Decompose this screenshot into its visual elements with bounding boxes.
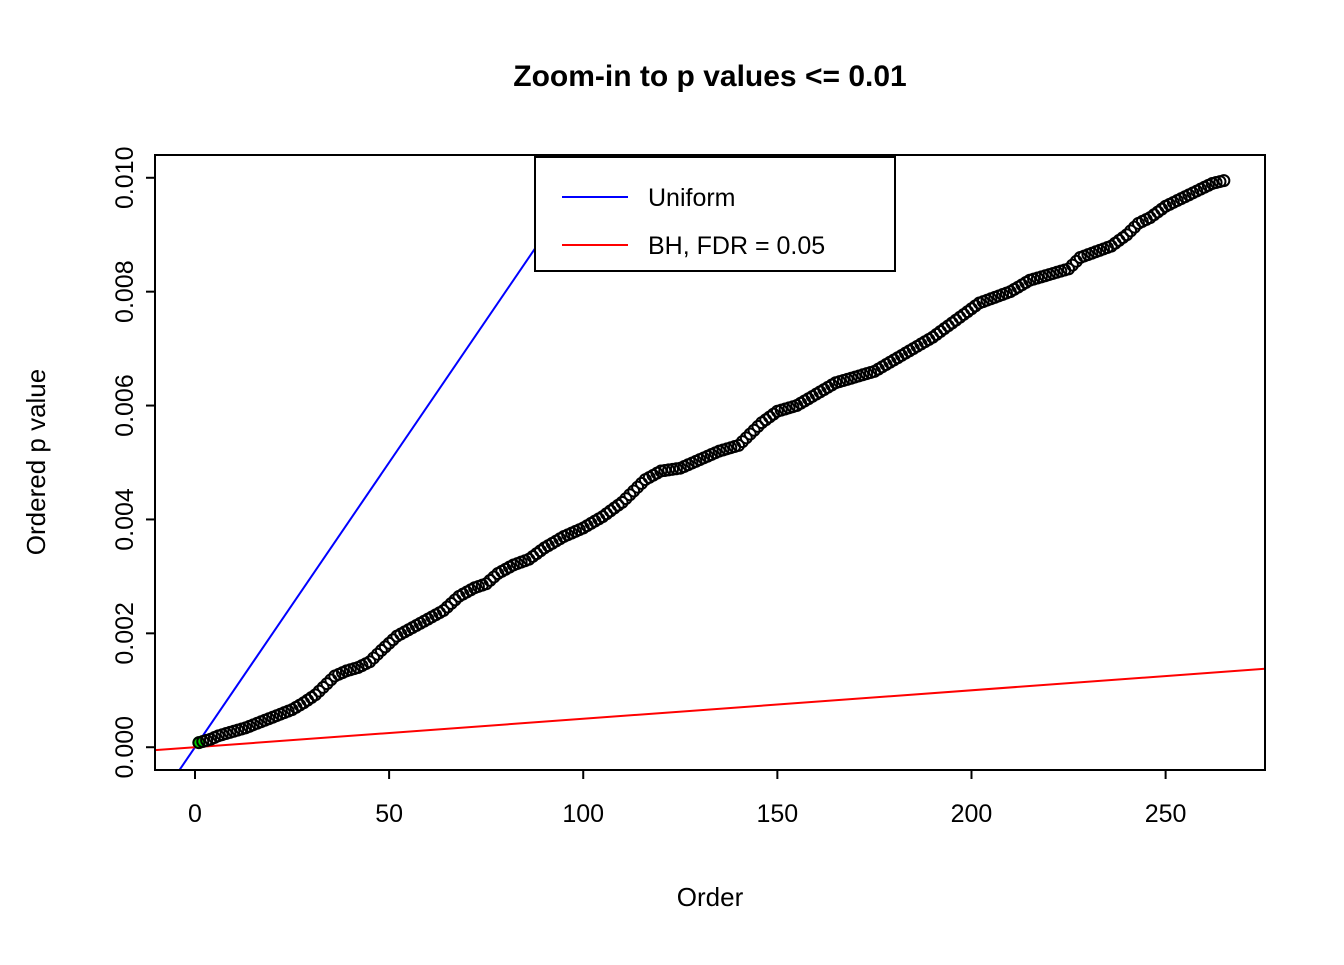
data-point [623,488,637,502]
data-point [735,435,749,449]
data-point [308,688,322,702]
data-point [627,484,641,498]
x-tick-label: 250 [1145,800,1187,828]
x-tick-label: 150 [757,800,799,828]
y-axis: 0.000 0.002 0.004 0.006 0.008 0.010 [111,146,155,779]
data-point [382,636,396,650]
data-point [1120,228,1134,242]
data-point [631,480,645,494]
data-point [743,427,757,441]
x-tick-label: 0 [188,800,202,828]
y-tick-label: 0.008 [111,260,139,323]
legend-label-bh: BH, FDR = 0.05 [648,232,825,260]
x-axis: 0 50 100 150 200 250 [188,770,1186,828]
y-tick-label: 0.000 [111,716,139,779]
y-tick-label: 0.006 [111,374,139,437]
x-axis-title: Order [677,882,744,912]
data-point [367,651,381,665]
data-point [739,431,753,445]
legend: Uniform BH, FDR = 0.05 [534,156,896,272]
y-tick-label: 0.002 [111,602,139,665]
data-point [1124,224,1138,238]
data-point [1217,174,1231,188]
data-point [619,492,633,506]
data-point [320,677,334,691]
ref-line-bh [155,667,1265,752]
y-tick-label: 0.004 [111,488,139,551]
data-point [444,596,458,610]
legend-box [534,156,896,272]
x-tick-label: 200 [951,800,993,828]
data-point [312,684,326,698]
data-point [440,600,454,614]
data-point [1065,258,1079,272]
data-point [374,643,388,657]
x-tick-label: 100 [562,800,604,828]
data-point [479,577,493,591]
reference-lines [155,155,1265,770]
data-point [751,419,765,433]
scatter-points [192,174,1231,750]
data-point [1062,262,1076,276]
legend-label-uniform: Uniform [648,184,736,212]
data-point [378,640,392,654]
chart-title: Zoom-in to p values <= 0.01 [513,60,906,93]
data-point [483,573,497,587]
y-tick-label: 0.010 [111,146,139,209]
data-point [615,495,629,509]
x-tick-label: 50 [375,800,403,828]
ref-line-uniform [178,155,600,770]
y-axis-title: Ordered p value [21,369,51,555]
data-point [316,680,330,694]
data-point [732,438,746,452]
data-point [436,604,450,618]
data-point [747,423,761,437]
data-point [363,655,377,669]
data-point [370,647,384,661]
plot-box [154,154,1266,771]
